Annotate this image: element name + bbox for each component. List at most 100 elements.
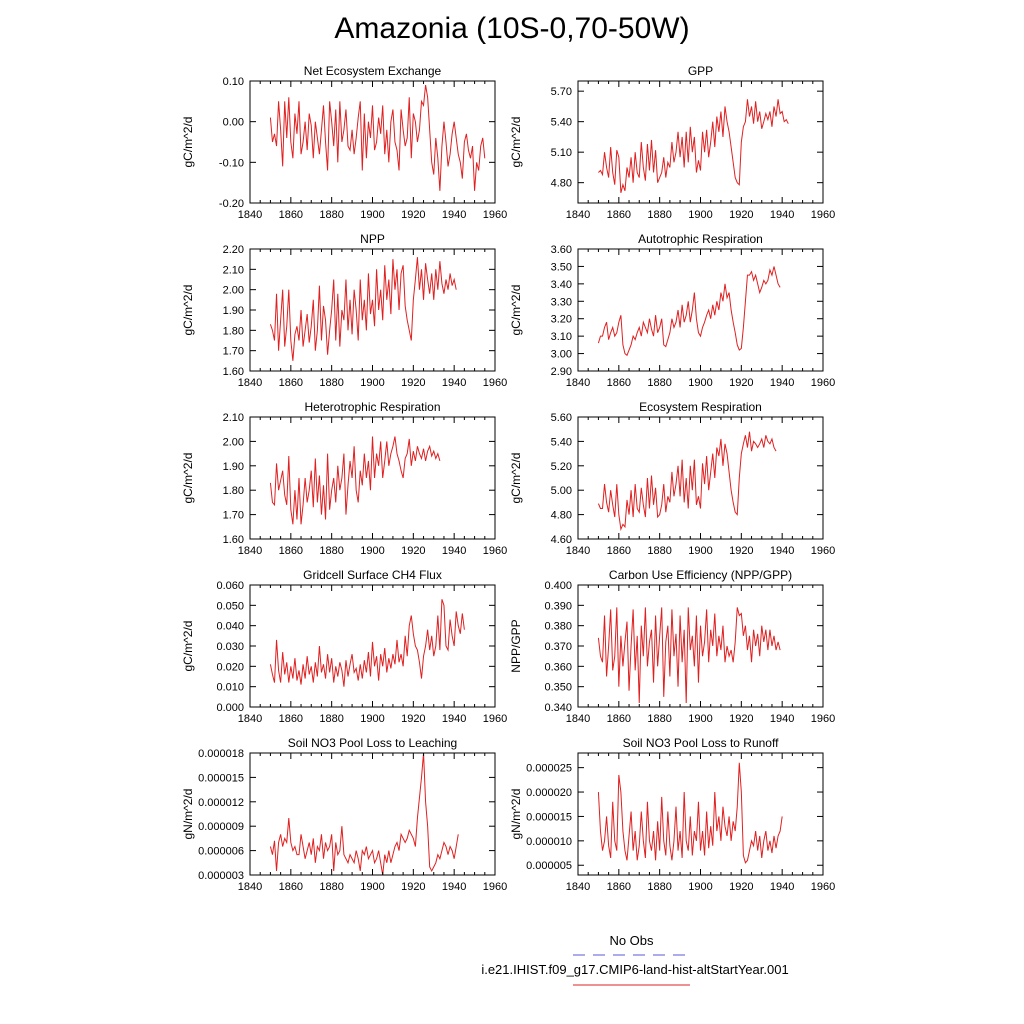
- x-tick-label: 1840: [238, 209, 262, 221]
- x-tick-label: 1900: [688, 377, 712, 389]
- y-axis-label: NPP/GPP: [509, 619, 523, 672]
- chart-panel: Ecosystem Respiration gC/m^2/d 1840 1860 188…: [509, 400, 835, 557]
- y-tick-label: 3.40: [551, 279, 572, 291]
- x-tick-label: 1900: [688, 209, 712, 221]
- x-tick-label: 1900: [688, 881, 712, 893]
- x-tick-label: 1860: [279, 377, 303, 389]
- y-tick-label: 0.000015: [526, 811, 572, 823]
- y-tick-label: 4.80: [551, 510, 572, 522]
- y-tick-label: 3.00: [551, 349, 572, 361]
- x-tick-label: 1960: [811, 545, 835, 557]
- plot-frame: [577, 248, 824, 372]
- chart-panel: Carbon Use Efficiency (NPP/GPP) NPP/GPP 18…: [509, 568, 835, 725]
- y-tick-label: 0.000005: [526, 860, 572, 872]
- y-tick-label: 0.040: [216, 621, 244, 633]
- y-tick-label: 1.80: [223, 325, 244, 337]
- y-tick-label: 0.000015: [198, 772, 244, 784]
- x-tick-label: 1920: [729, 209, 753, 221]
- y-tick-label: 2.00: [223, 436, 244, 448]
- y-tick-label: 1.90: [223, 305, 244, 317]
- y-axis-label: gC/m^2/d: [181, 117, 195, 168]
- y-axis-label: gN/m^2/d: [509, 789, 523, 840]
- x-tick-label: 1940: [770, 881, 794, 893]
- y-tick-label: 5.40: [551, 436, 572, 448]
- x-tick-label: 1900: [688, 545, 712, 557]
- plot-frame: [249, 248, 496, 372]
- y-axis-label: gN/m^2/d: [181, 789, 195, 840]
- x-tick-label: 1960: [483, 545, 507, 557]
- y-tick-label: 0.000018: [198, 748, 244, 760]
- y-axis-label: gC/m^2/d: [181, 285, 195, 336]
- y-tick-label: 0.000: [216, 702, 244, 714]
- x-tick-label: 1880: [319, 545, 343, 557]
- y-tick-label: 2.10: [223, 264, 244, 276]
- y-tick-label: 0.380: [544, 621, 572, 633]
- y-tick-label: 5.40: [551, 117, 572, 129]
- x-tick-label: 1920: [401, 377, 425, 389]
- x-tick-label: 1940: [442, 545, 466, 557]
- x-tick-label: 1840: [566, 545, 590, 557]
- y-tick-label: -0.10: [219, 157, 244, 169]
- chart-panel: Soil NO3 Pool Loss to Runoff gN/m^2/d 1840…: [509, 736, 835, 893]
- series-line: [597, 266, 781, 357]
- y-tick-label: 0.000020: [526, 787, 572, 799]
- chart-title: Soil NO3 Pool Loss to Runoff: [623, 736, 780, 750]
- x-tick-label: 1880: [319, 377, 343, 389]
- series-line: [269, 257, 457, 361]
- x-tick-label: 1960: [483, 881, 507, 893]
- y-axis-label: gC/m^2/d: [181, 621, 195, 672]
- x-tick-label: 1900: [360, 713, 384, 725]
- series-line: [597, 431, 777, 532]
- chart-panel: Soil NO3 Pool Loss to Leaching gN/m^2/d 18…: [181, 736, 507, 893]
- y-tick-label: 3.10: [551, 331, 572, 343]
- y-tick-label: 5.70: [551, 86, 572, 98]
- x-tick-label: 1960: [811, 713, 835, 725]
- x-tick-label: 1860: [279, 209, 303, 221]
- series-line: [597, 762, 783, 864]
- x-tick-label: 1840: [566, 377, 590, 389]
- x-tick-label: 1960: [811, 881, 835, 893]
- x-tick-label: 1880: [647, 377, 671, 389]
- y-tick-label: 0.020: [216, 661, 244, 673]
- chart-panel: Autotrophic Respiration gC/m^2/d 1840 1860 1…: [509, 232, 835, 389]
- x-tick-label: 1880: [319, 713, 343, 725]
- y-tick-label: 0.000012: [198, 797, 244, 809]
- y-tick-label: 1.80: [223, 485, 244, 497]
- x-tick-label: 1880: [647, 881, 671, 893]
- x-tick-label: 1900: [360, 209, 384, 221]
- y-tick-label: 0.010: [216, 682, 244, 694]
- y-tick-label: 3.50: [551, 261, 572, 273]
- x-tick-label: 1840: [566, 209, 590, 221]
- series-line: [269, 84, 486, 191]
- x-tick-label: 1840: [566, 713, 590, 725]
- y-tick-label: 1.60: [223, 366, 244, 378]
- y-tick-label: 0.350: [544, 682, 572, 694]
- y-tick-label: 5.10: [551, 147, 572, 159]
- chart-title: Autotrophic Respiration: [638, 232, 763, 246]
- x-tick-label: 1860: [607, 881, 631, 893]
- chart-title: Soil NO3 Pool Loss to Leaching: [288, 736, 457, 750]
- chart-panel: Gridcell Surface CH4 Flux gC/m^2/d 1840 186…: [181, 568, 507, 725]
- series-line: [598, 99, 789, 193]
- x-tick-label: 1920: [729, 881, 753, 893]
- chart-panel: Heterotrophic Respiration gC/m^2/d 1840 186…: [181, 400, 507, 557]
- y-tick-label: -0.20: [219, 198, 244, 210]
- x-tick-label: 1860: [607, 377, 631, 389]
- series-line: [269, 436, 441, 525]
- plot-frame: [249, 80, 496, 204]
- chart-title: Net Ecosystem Exchange: [304, 64, 442, 78]
- x-tick-label: 1840: [238, 881, 262, 893]
- x-tick-label: 1940: [770, 377, 794, 389]
- y-tick-label: 2.90: [551, 366, 572, 378]
- x-tick-label: 1960: [483, 377, 507, 389]
- x-tick-label: 1880: [647, 713, 671, 725]
- x-tick-label: 1940: [442, 881, 466, 893]
- chart-title: GPP: [688, 64, 713, 78]
- x-tick-label: 1940: [770, 209, 794, 221]
- y-tick-label: 0.000010: [526, 836, 572, 848]
- series-line: [597, 607, 781, 703]
- y-tick-label: 1.70: [223, 346, 244, 358]
- series-line: [269, 599, 465, 687]
- series-line: [269, 752, 459, 876]
- x-tick-label: 1900: [360, 545, 384, 557]
